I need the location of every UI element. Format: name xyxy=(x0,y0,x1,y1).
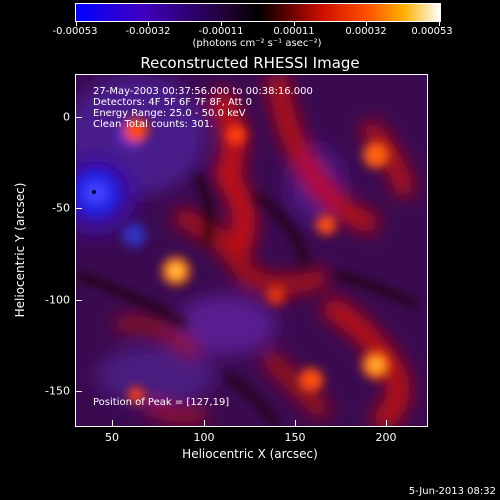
y-tick xyxy=(76,117,82,118)
colorbar-tick xyxy=(294,21,295,26)
colorbar-label: 0.00032 xyxy=(345,26,387,37)
x-tick xyxy=(295,420,296,426)
y-tick xyxy=(76,391,82,392)
info-clean: Clean Total counts: 301. xyxy=(93,119,214,130)
colorbar-label: 0.00053 xyxy=(411,26,453,37)
x-tick-label: 100 xyxy=(193,431,215,444)
y-axis-label: Heliocentric Y (arcsec) xyxy=(13,182,27,318)
colorbar-label: -0.00032 xyxy=(125,26,171,37)
image-canvas xyxy=(76,75,427,426)
peak-marker xyxy=(92,190,96,194)
info-time-range: 27-May-2003 00:37:56.000 to 00:38:16.000 xyxy=(93,86,313,97)
y-tick-label: -150 xyxy=(45,384,70,398)
colorbar-tick xyxy=(366,21,367,26)
y-tick-label: -50 xyxy=(52,201,70,215)
x-tick-label: 150 xyxy=(284,431,306,444)
colorbar-tick xyxy=(76,21,77,26)
colorbar-tick xyxy=(221,21,222,26)
colorbar-label: 0.00011 xyxy=(273,26,315,37)
x-tick-label: 200 xyxy=(375,431,397,444)
rhessi-image xyxy=(75,74,428,427)
colorbar xyxy=(75,3,441,26)
x-tick xyxy=(386,420,387,426)
info-energy: Energy Range: 25.0 - 50.0 keV xyxy=(93,108,246,119)
x-tick xyxy=(112,420,113,426)
info-detectors: Detectors: 4F 5F 6F 7F 8F, Att 0 xyxy=(93,97,253,108)
colorbar-label: -0.00011 xyxy=(198,26,244,37)
info-peak: Position of Peak = [127,19] xyxy=(93,397,230,408)
x-tick xyxy=(204,420,205,426)
y-tick xyxy=(76,208,82,209)
colorbar-tick xyxy=(148,21,149,26)
colorbar-label: -0.00053 xyxy=(52,26,98,37)
y-tick-label: 0 xyxy=(63,110,70,124)
colorbar-units: (photons cm⁻² s⁻¹ asec⁻²) xyxy=(192,38,322,49)
colorbar-tick xyxy=(439,21,440,26)
image-title: Reconstructed RHESSI Image xyxy=(140,54,360,72)
y-tick-label: -100 xyxy=(45,293,70,307)
x-axis-label: Heliocentric X (arcsec) xyxy=(182,447,318,461)
date-stamp: 5-Jun-2013 08:32 xyxy=(408,486,496,497)
y-tick xyxy=(76,300,82,301)
x-tick-label: 50 xyxy=(105,431,119,444)
